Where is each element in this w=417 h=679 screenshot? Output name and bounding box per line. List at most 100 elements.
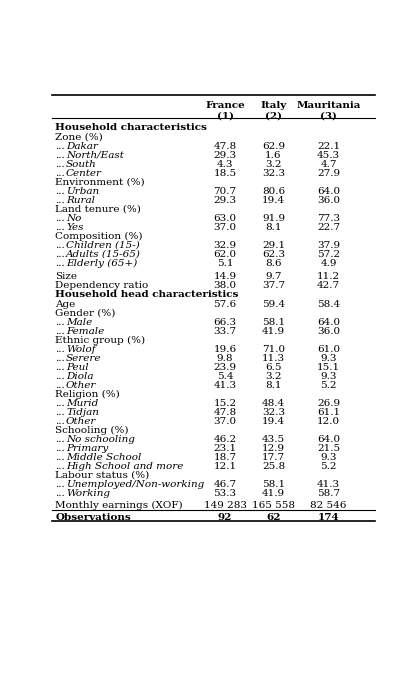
Text: No: No	[66, 214, 81, 223]
Text: 25.8: 25.8	[262, 462, 285, 471]
Text: ...: ...	[55, 223, 65, 232]
Text: Children (15-): Children (15-)	[66, 241, 140, 250]
Text: 18.5: 18.5	[214, 169, 236, 178]
Text: Household head characteristics: Household head characteristics	[55, 289, 239, 299]
Text: Composition (%): Composition (%)	[55, 232, 143, 241]
Text: ...: ...	[55, 250, 65, 259]
Text: Other: Other	[66, 381, 96, 390]
Text: 61.0: 61.0	[317, 345, 340, 354]
Text: Environment (%): Environment (%)	[55, 178, 145, 187]
Text: Urban: Urban	[66, 187, 99, 196]
Text: Dependency ratio: Dependency ratio	[55, 280, 148, 289]
Text: ...: ...	[55, 327, 65, 335]
Text: No schooling: No schooling	[66, 435, 135, 443]
Text: 4.9: 4.9	[320, 259, 337, 268]
Text: 42.7: 42.7	[317, 280, 340, 289]
Text: Mauritania
(3): Mauritania (3)	[296, 100, 361, 120]
Text: 32.3: 32.3	[262, 169, 285, 178]
Text: 29.3: 29.3	[214, 151, 236, 160]
Text: 29.3: 29.3	[214, 196, 236, 205]
Text: 5.2: 5.2	[320, 462, 337, 471]
Text: 15.2: 15.2	[214, 399, 236, 407]
Text: 41.3: 41.3	[214, 381, 236, 390]
Text: ...: ...	[55, 462, 65, 471]
Text: 77.3: 77.3	[317, 214, 340, 223]
Text: Monthly earnings (XOF): Monthly earnings (XOF)	[55, 501, 183, 511]
Text: Zone (%): Zone (%)	[55, 133, 103, 142]
Text: 36.0: 36.0	[317, 196, 340, 205]
Text: 32.3: 32.3	[262, 407, 285, 417]
Text: 17.7: 17.7	[262, 453, 285, 462]
Text: 11.3: 11.3	[262, 354, 285, 363]
Text: 15.1: 15.1	[317, 363, 340, 371]
Text: Dakar: Dakar	[66, 142, 98, 151]
Text: ...: ...	[55, 187, 65, 196]
Text: 19.4: 19.4	[262, 196, 285, 205]
Text: 58.1: 58.1	[262, 318, 285, 327]
Text: North/East: North/East	[66, 151, 124, 160]
Text: 41.9: 41.9	[262, 489, 285, 498]
Text: 37.0: 37.0	[214, 223, 236, 232]
Text: ...: ...	[55, 435, 65, 443]
Text: Schooling (%): Schooling (%)	[55, 426, 129, 435]
Text: 8.1: 8.1	[265, 223, 282, 232]
Text: 64.0: 64.0	[317, 435, 340, 443]
Text: ...: ...	[55, 318, 65, 327]
Text: 27.9: 27.9	[317, 169, 340, 178]
Text: ...: ...	[55, 142, 65, 151]
Text: 92: 92	[218, 513, 232, 522]
Text: 47.8: 47.8	[214, 142, 236, 151]
Text: 36.0: 36.0	[317, 327, 340, 335]
Text: Gender (%): Gender (%)	[55, 309, 116, 318]
Text: 9.3: 9.3	[320, 354, 337, 363]
Text: 3.2: 3.2	[265, 371, 282, 381]
Text: ...: ...	[55, 479, 65, 489]
Text: 4.7: 4.7	[320, 160, 337, 169]
Text: 47.8: 47.8	[214, 407, 236, 417]
Text: South: South	[66, 160, 97, 169]
Text: 9.7: 9.7	[265, 272, 282, 280]
Text: 62: 62	[266, 513, 281, 522]
Text: Ethnic group (%): Ethnic group (%)	[55, 335, 146, 345]
Text: 19.4: 19.4	[262, 417, 285, 426]
Text: Male: Male	[66, 318, 92, 327]
Text: Religion (%): Religion (%)	[55, 390, 120, 399]
Text: 63.0: 63.0	[214, 214, 236, 223]
Text: 9.3: 9.3	[320, 453, 337, 462]
Text: 23.9: 23.9	[214, 363, 236, 371]
Text: 70.7: 70.7	[214, 187, 236, 196]
Text: 58.1: 58.1	[262, 479, 285, 489]
Text: 9.3: 9.3	[320, 371, 337, 381]
Text: 41.3: 41.3	[317, 479, 340, 489]
Text: 33.7: 33.7	[214, 327, 236, 335]
Text: ...: ...	[55, 381, 65, 390]
Text: 3.2: 3.2	[265, 160, 282, 169]
Text: 26.9: 26.9	[317, 399, 340, 407]
Text: Rural: Rural	[66, 196, 95, 205]
Text: ...: ...	[55, 160, 65, 169]
Text: 4.3: 4.3	[217, 160, 233, 169]
Text: 46.7: 46.7	[214, 479, 236, 489]
Text: Peul: Peul	[66, 363, 89, 371]
Text: 149 283: 149 283	[203, 501, 246, 510]
Text: ...: ...	[55, 151, 65, 160]
Text: 62.9: 62.9	[262, 142, 285, 151]
Text: 12.9: 12.9	[262, 443, 285, 453]
Text: Serere: Serere	[66, 354, 101, 363]
Text: 45.3: 45.3	[317, 151, 340, 160]
Text: Center: Center	[66, 169, 102, 178]
Text: Middle School: Middle School	[66, 453, 141, 462]
Text: 32.9: 32.9	[214, 241, 236, 250]
Text: 14.9: 14.9	[214, 272, 236, 280]
Text: 80.6: 80.6	[262, 187, 285, 196]
Text: Wolof: Wolof	[66, 345, 95, 354]
Text: 57.6: 57.6	[214, 299, 236, 309]
Text: ...: ...	[55, 363, 65, 371]
Text: 91.9: 91.9	[262, 214, 285, 223]
Text: ...: ...	[55, 443, 65, 453]
Text: 37.7: 37.7	[262, 280, 285, 289]
Text: ...: ...	[55, 453, 65, 462]
Text: ...: ...	[55, 399, 65, 407]
Text: Adults (15-65): Adults (15-65)	[66, 250, 141, 259]
Text: 64.0: 64.0	[317, 187, 340, 196]
